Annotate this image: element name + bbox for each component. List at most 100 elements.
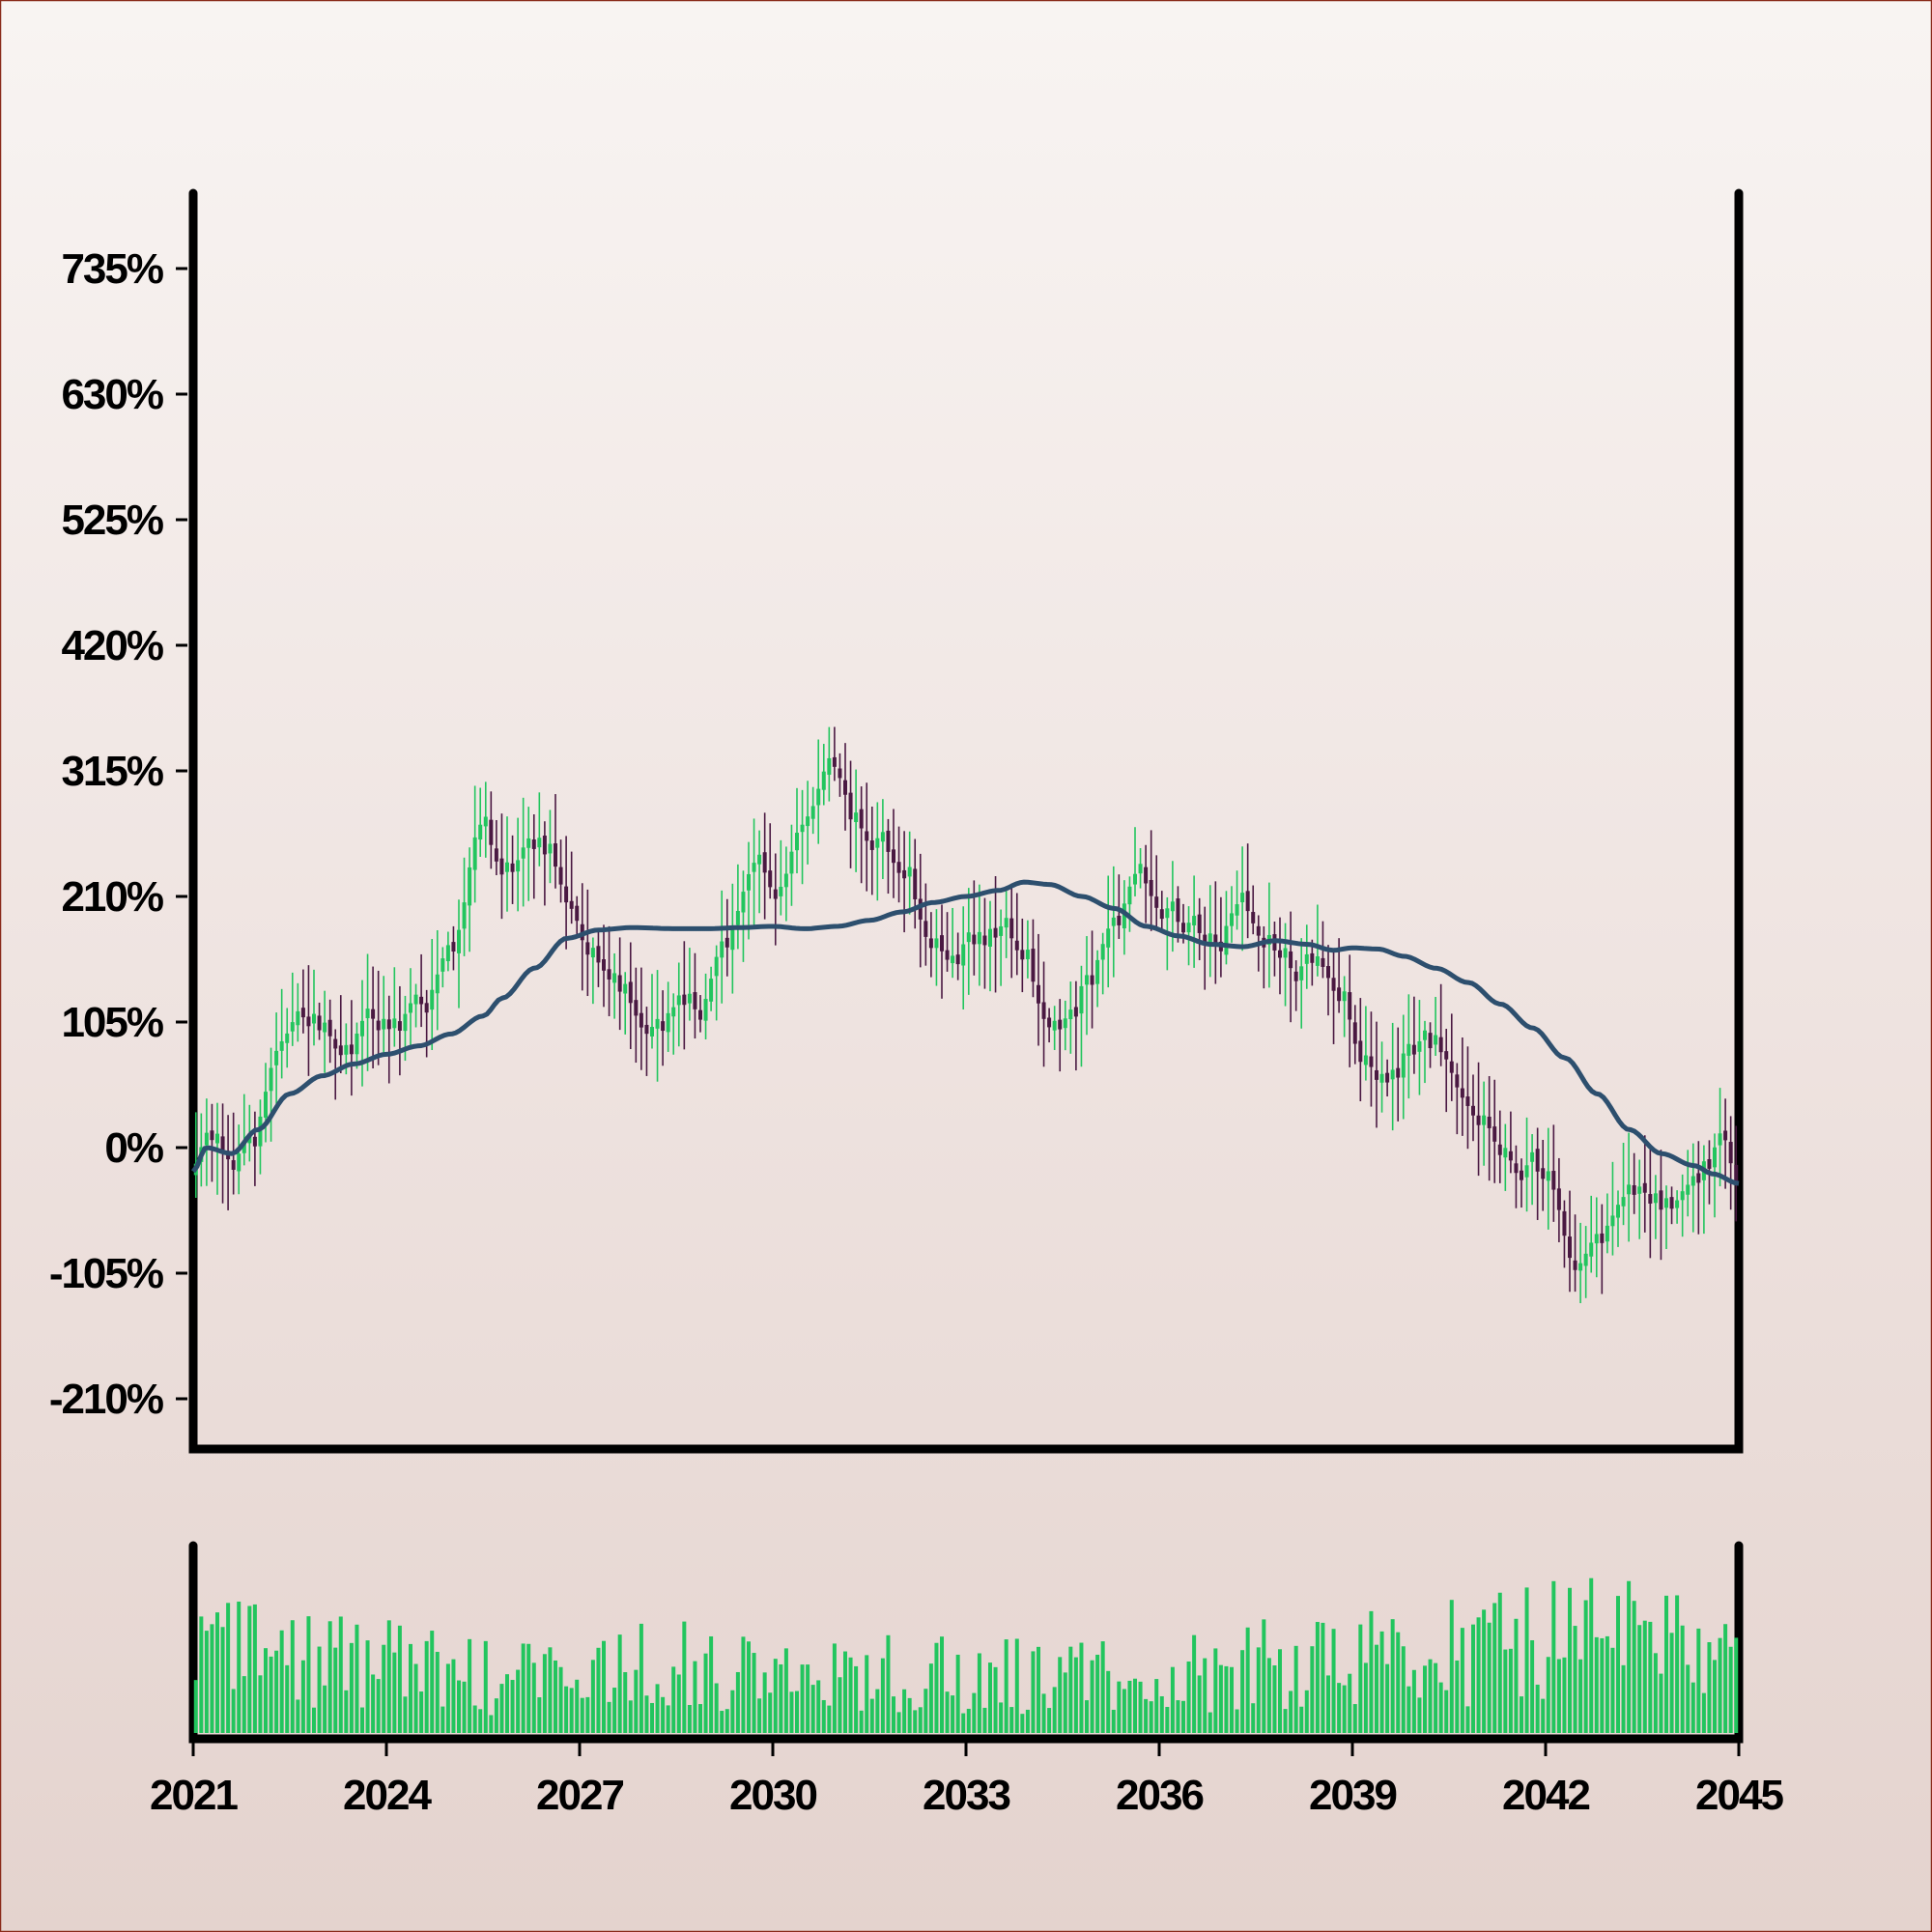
volume-bar (226, 1603, 231, 1733)
volume-bar (1165, 1706, 1170, 1733)
volume-bar (1085, 1700, 1089, 1733)
candle-body-down (1385, 1072, 1390, 1083)
candle-body-up (1713, 1147, 1717, 1168)
candle-body-up (1664, 1198, 1668, 1208)
volume-bar (859, 1710, 864, 1733)
candle-body-up (1100, 944, 1105, 960)
candle-body-down (628, 981, 633, 1004)
volume-bar (199, 1616, 204, 1733)
candle-body-up (1503, 1148, 1508, 1158)
volume-bar (1192, 1634, 1197, 1733)
volume-bar (752, 1653, 756, 1733)
volume-bar (1278, 1649, 1282, 1733)
volume-bar (1632, 1601, 1636, 1733)
candle-body-down (661, 1021, 666, 1032)
candle-body-up (1616, 1205, 1620, 1218)
volume-bar (928, 1663, 933, 1733)
candle-body-down (724, 937, 729, 948)
candle-body-down (386, 1019, 391, 1030)
volume-bar (730, 1690, 735, 1733)
volume-bar (472, 1705, 477, 1733)
volume-bar (1583, 1600, 1588, 1733)
volume-bar (204, 1631, 209, 1733)
volume-bar (1696, 1628, 1701, 1733)
candle-body-down (1659, 1190, 1663, 1210)
candle-body-down (499, 858, 504, 875)
volume-bar (1428, 1659, 1433, 1733)
candle-body-down (832, 756, 837, 767)
volume-bar (1610, 1647, 1615, 1733)
candle-body-up (435, 974, 440, 994)
volume-bar (279, 1630, 284, 1733)
volume-bar (424, 1640, 429, 1733)
volume-bar (344, 1690, 349, 1733)
volume-bar (264, 1648, 268, 1733)
volume-bar (1004, 1639, 1009, 1733)
volume-bar (1375, 1644, 1378, 1733)
volume-bar (1637, 1625, 1642, 1733)
candle-body-up (1133, 873, 1137, 885)
x-tick-label: 2021 (150, 1772, 238, 1819)
candle-body-up (1052, 1020, 1057, 1031)
volume-bar (1723, 1624, 1728, 1733)
candle-body-up (735, 911, 740, 925)
volume-bar (1058, 1657, 1063, 1733)
volume-bar (1578, 1659, 1583, 1733)
candle-body-up (1583, 1253, 1588, 1266)
candle-body-down (1197, 914, 1202, 933)
candle-body-down (1508, 1151, 1513, 1161)
volume-bar (585, 1696, 590, 1733)
candle-body-up (392, 1018, 397, 1029)
candle-body-down (1642, 1182, 1647, 1193)
volume-bar (676, 1674, 681, 1733)
y-tick-label: 420% (61, 622, 162, 669)
volume-bar (1449, 1600, 1454, 1733)
volume-bar (1144, 1698, 1149, 1733)
candle-body-up (1686, 1184, 1690, 1195)
candle-body-down (1014, 940, 1019, 951)
volume-bar (972, 1692, 977, 1733)
candle-body-down (1352, 1022, 1357, 1044)
volume-bar (1455, 1660, 1460, 1733)
candle-body-down (1632, 1184, 1636, 1195)
volume-bar (757, 1698, 762, 1733)
volume-bar (966, 1708, 971, 1733)
volume-bar (1170, 1666, 1175, 1733)
volume-bar (1014, 1638, 1019, 1733)
candle-body-up (854, 812, 859, 823)
volume-bar (773, 1659, 778, 1733)
volume-bar (1546, 1657, 1550, 1733)
volume-bar (1707, 1641, 1712, 1733)
volume-bar (714, 1683, 719, 1733)
volume-bar (988, 1662, 992, 1733)
volume-bar (237, 1601, 242, 1733)
candle-body-up (355, 1033, 359, 1055)
candle-body-down (1144, 867, 1149, 884)
volume-bar (269, 1656, 273, 1733)
candle-body-down (639, 1012, 643, 1028)
y-tick-label: -105% (49, 1250, 163, 1297)
candle-body-up (1079, 985, 1084, 1014)
volume-bar (1573, 1626, 1577, 1733)
volume-bar (993, 1666, 998, 1733)
volume-bar (671, 1666, 676, 1733)
candle-body-up (1605, 1225, 1609, 1242)
candle-body-up (827, 757, 832, 776)
candle-body-down (617, 975, 622, 992)
candle-body-down (1073, 1007, 1078, 1017)
volume-bar (816, 1680, 821, 1733)
volume-bar (768, 1692, 773, 1733)
candle-body-up (655, 1018, 660, 1029)
candle-body-up (472, 837, 477, 870)
volume-bar (542, 1654, 547, 1733)
candle-body-down (1535, 1149, 1540, 1172)
candle-body-up (413, 994, 418, 1005)
candle-body-up (590, 948, 595, 958)
x-tick-label: 2045 (1695, 1772, 1783, 1819)
volume-bar (1686, 1664, 1690, 1733)
volume-bar (854, 1665, 859, 1733)
volume-bar (779, 1663, 783, 1733)
y-tick-label: 630% (61, 371, 162, 418)
candle-body-down (1278, 950, 1282, 958)
volume-bar (1304, 1690, 1309, 1733)
